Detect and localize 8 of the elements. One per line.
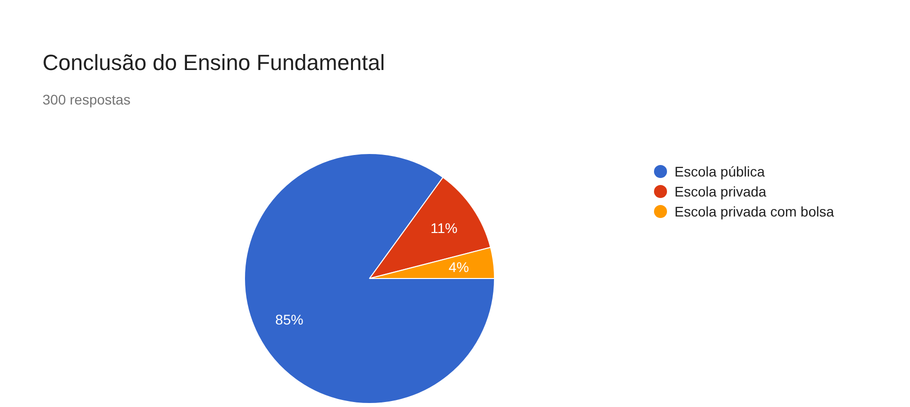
chart-title: Conclusão do Ensino Fundamental bbox=[42, 50, 385, 75]
legend-label: Escola privada com bolsa bbox=[674, 204, 834, 220]
data-label: 4% bbox=[448, 259, 469, 276]
data-label: 11% bbox=[430, 220, 458, 236]
legend-label: Escola privada bbox=[674, 184, 767, 200]
legend-label: Escola pública bbox=[674, 164, 765, 180]
data-label: 85% bbox=[275, 311, 304, 328]
text: 300 respostas bbox=[42, 92, 130, 108]
